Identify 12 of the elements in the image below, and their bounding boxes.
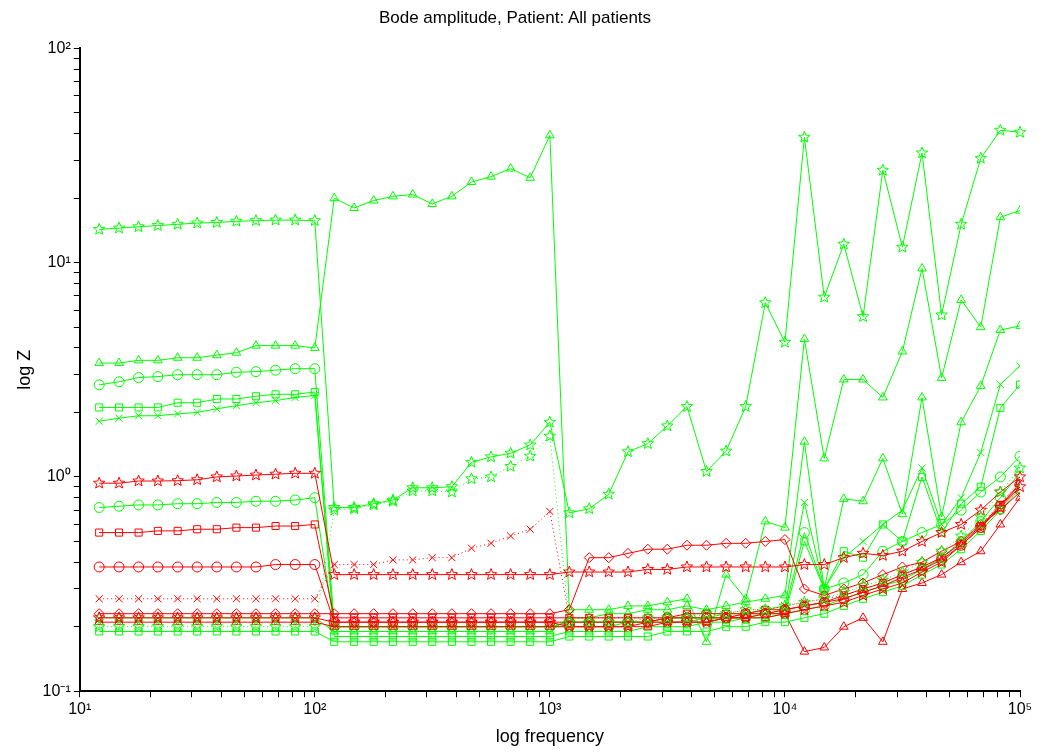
x-tick-label: 10⁵ [1007,700,1033,718]
x-tick-label: 10⁴ [772,700,798,718]
y-tick-label: 10⁻¹ [42,681,71,699]
x-tick-label: 10³ [538,700,563,718]
x-axis-title: log frequency [495,726,604,747]
y-axis-title: log Z [13,349,34,390]
x-tick-label: 10¹ [68,700,92,718]
x-tick-label: 10² [303,700,328,718]
y-tick-label: 10¹ [47,253,71,271]
y-tick-label: 10⁰ [46,467,71,485]
y-tick-label: 10² [47,38,72,56]
chart-title: Bode amplitude, Patient: All patients [378,7,652,27]
